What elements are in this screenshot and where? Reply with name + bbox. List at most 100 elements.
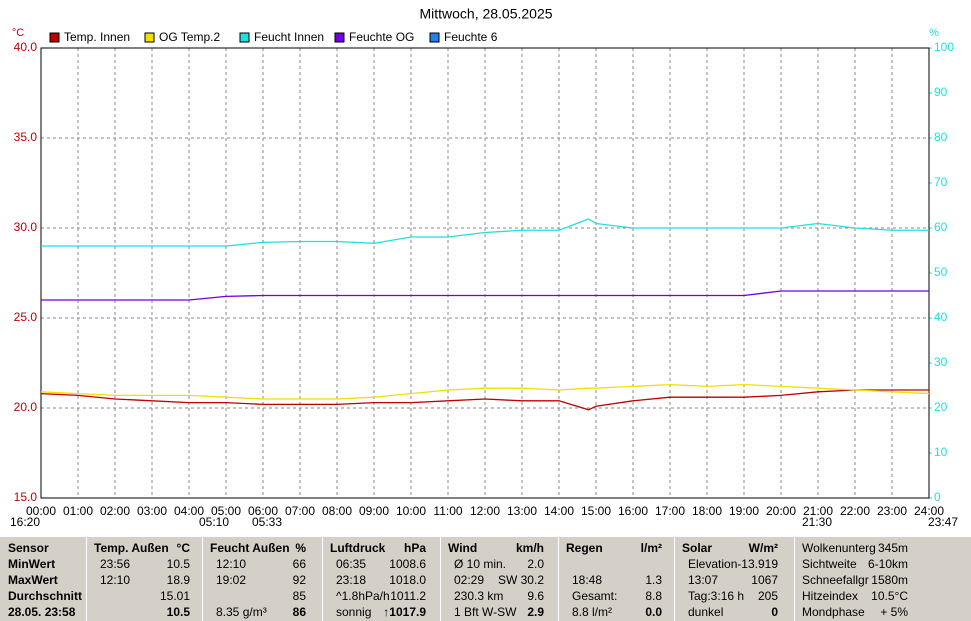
- cell-value: 9.6: [527, 589, 544, 603]
- sun-annotation: 05:10: [199, 515, 229, 529]
- x-tick-label: 03:00: [137, 504, 167, 518]
- y2-tick-label: 10: [934, 445, 948, 459]
- extra-label: Schneefallgr: [802, 573, 869, 587]
- x-tick-label: 02:00: [100, 504, 130, 518]
- x-tick-label: 08:00: [322, 504, 352, 518]
- y-tick-label: 40.0: [14, 40, 38, 54]
- cell-value: 86: [292, 605, 306, 619]
- column-header: Luftdruck: [330, 541, 386, 555]
- cell-label: 8.8 l/m²: [572, 605, 613, 619]
- legend-swatch: [429, 32, 440, 43]
- column-separator: [440, 537, 441, 621]
- column-header: Wind: [448, 541, 478, 555]
- cell-value: 92: [292, 573, 306, 587]
- y-tick-label: 30.0: [14, 220, 38, 234]
- extra-value: + 5%: [880, 605, 908, 619]
- cell-label: 23:56: [100, 557, 131, 571]
- sun-annotation: 05:33: [252, 515, 282, 529]
- cell-label: ^1.8hPa/h: [336, 589, 390, 603]
- series-line: [40, 383, 930, 400]
- row-label: 28.05. 23:58: [8, 605, 76, 619]
- row-label: MaxWert: [8, 573, 58, 587]
- extra-label: Mondphase: [802, 605, 865, 619]
- series-line: [41, 218, 929, 247]
- y2-tick-label: 50: [934, 265, 948, 279]
- x-tick-label: 23:00: [877, 504, 907, 518]
- y2-tick-label: 20: [934, 400, 948, 414]
- extra-value: 6-10km: [867, 557, 908, 571]
- cell-label: 23:18: [336, 573, 367, 587]
- cell-value: 1067: [751, 573, 778, 587]
- column-unit: °C: [176, 541, 190, 555]
- cell-label: Tag:3:16 h: [688, 589, 745, 603]
- cell-label: 8.35 g/m³: [216, 605, 267, 619]
- y2-tick-label: 60: [934, 220, 948, 234]
- y-tick-label: 35.0: [14, 130, 38, 144]
- column-unit: W/m²: [748, 541, 778, 555]
- cell-label: 1 Bft W-SW: [454, 605, 517, 619]
- legend-label: Feucht Innen: [254, 30, 324, 44]
- plot-frame: [40, 47, 930, 499]
- column-unit: %: [295, 541, 306, 555]
- column-separator: [558, 537, 559, 621]
- x-tick-label: 06:00: [248, 504, 278, 518]
- column-unit: l/m²: [640, 541, 662, 555]
- cell-value: 1008.6: [389, 557, 426, 571]
- cell-label: 18:48: [572, 573, 603, 587]
- cell-label: sonnig: [336, 605, 372, 619]
- cell-value: SW 30.2: [497, 573, 544, 587]
- cell-label: Elevation: [688, 557, 738, 571]
- cell-label: 19:02: [216, 573, 247, 587]
- cell-label: Gesamt:: [572, 589, 618, 603]
- cell-label: dunkel: [688, 605, 724, 619]
- sun-annotation: 16:20: [10, 515, 40, 529]
- cell-value: 10.5: [166, 557, 190, 571]
- y-tick-label: 25.0: [14, 310, 38, 324]
- row-label: Durchschnitt: [8, 589, 83, 603]
- chart-title: Mittwoch, 28.05.2025: [419, 6, 552, 22]
- column-header: Solar: [682, 541, 713, 555]
- extra-label: Hitzeindex: [802, 589, 859, 603]
- cell-value: 18.9: [166, 573, 190, 587]
- column-header: Feucht Außen: [210, 541, 290, 555]
- x-tick-label: 01:00: [63, 504, 93, 518]
- extra-value: 345m: [877, 541, 908, 555]
- column-unit: hPa: [403, 541, 426, 555]
- x-tick-label: 20:00: [766, 504, 796, 518]
- x-tick-label: 12:00: [470, 504, 500, 518]
- chart: Mittwoch, 28.05.2025 °C % 15.0 20.0 25.0 30…: [10, 6, 958, 529]
- legend-label: Feuchte 6: [444, 30, 498, 44]
- cell-value: 1.3: [645, 573, 662, 587]
- cell-value: 15.01: [159, 589, 190, 603]
- y2-tick-label: 0: [934, 490, 941, 504]
- cell-value: 85: [292, 589, 306, 603]
- cell-value: 2.9: [527, 605, 544, 619]
- cell-value: 2.0: [527, 557, 544, 571]
- x-tick-label: 22:00: [840, 504, 870, 518]
- column-unit: km/h: [515, 541, 544, 555]
- legend-label: Temp. Innen: [64, 30, 130, 44]
- cell-label: 13:07: [688, 573, 719, 587]
- y2-tick-label: 70: [934, 175, 948, 189]
- x-tick-label: 07:00: [285, 504, 315, 518]
- column-header: Regen: [566, 541, 603, 555]
- column-separator: [202, 537, 203, 621]
- column-header: Temp. Außen: [94, 541, 169, 555]
- x-tick-label: 05:00: [211, 504, 241, 518]
- extra-label: Sichtweite: [802, 557, 857, 571]
- y-tick-label: 20.0: [14, 400, 38, 414]
- y-axis-label: °C: [12, 27, 24, 39]
- column-separator: [86, 537, 87, 621]
- legend-swatch: [239, 32, 250, 43]
- cell-value: 10.5: [166, 605, 190, 619]
- cell-value: -13.919: [737, 557, 778, 571]
- y2-tick-label: 30: [934, 355, 948, 369]
- cell-value: 0: [771, 605, 778, 619]
- cell-label: 12:10: [100, 573, 131, 587]
- cell-label: Ø 10 min.: [454, 557, 507, 571]
- cell-value: ↑1017.9: [383, 605, 426, 619]
- sun-annotation: 23:47: [928, 515, 958, 529]
- y2-tick-label: 80: [934, 130, 948, 144]
- x-tick-label: 00:00: [26, 504, 56, 518]
- cell-label: 02:29: [454, 573, 485, 587]
